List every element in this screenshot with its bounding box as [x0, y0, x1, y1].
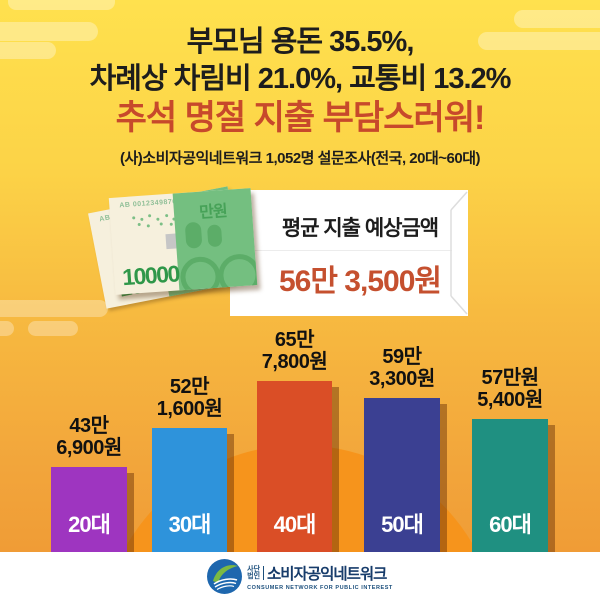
cloud-decoration [0, 42, 56, 59]
organization-logo-text: 사단 법인 소비자공익네트워크 CONSUMER NETWORK FOR PUB… [247, 562, 393, 591]
bar-60s: 60대 [472, 419, 548, 552]
age-label-20s: 20대 [68, 512, 111, 537]
globe-swoosh-logo-icon [207, 558, 243, 594]
age-label-30s: 30대 [168, 512, 212, 537]
value-label-30s: 52만 1,600원 [156, 376, 223, 420]
cloud-decoration [8, 0, 115, 10]
header: 부모님 용돈 35.5%, 차례상 차림비 21.0%, 교통비 13.2% 추… [0, 24, 600, 168]
age-label-50s: 50대 [381, 512, 424, 537]
cloud-decoration [0, 300, 108, 317]
age-label-60s: 60대 [489, 512, 532, 537]
age-label-40s: 40대 [273, 512, 317, 537]
title-line-3: 추석 명절 지출 부담스러워! [115, 99, 486, 137]
title-line-1: 부모님 용돈 35.5%, [186, 26, 415, 58]
org-type-label: 사단 법인 [247, 565, 265, 580]
title-line-2: 차례상 차림비 21.0%, 교통비 13.2% [89, 63, 512, 95]
org-name: 소비자공익네트워크 [267, 565, 387, 583]
org-name-english: CONSUMER NETWORK FOR PUBLIC INTEREST [247, 584, 393, 591]
value-label-20s: 43만 6,900원 [56, 415, 122, 459]
footer-bar: 사단 법인 소비자공익네트워크 CONSUMER NETWORK FOR PUB… [0, 552, 600, 600]
bar-50s: 50대 [364, 398, 440, 552]
value-label-50s: 59만 3,300원 [369, 346, 435, 390]
value-label-60s: 57만원 5,400원 [477, 367, 543, 411]
envelope-flap-icon [450, 191, 468, 315]
bar-20s: 20대 [51, 467, 127, 552]
survey-subtitle: (사)소비자공익네트워크 1,052명 설문조사(전국, 20대~60대) [119, 150, 481, 167]
value-label-40s: 65만 7,800원 [261, 329, 328, 373]
cloud-decoration [0, 321, 14, 336]
average-spend-label: 평균 지출 예상금액 [281, 217, 439, 240]
cloud-decoration [28, 321, 78, 336]
cloud-decoration [0, 22, 98, 41]
cloud-decoration [514, 10, 600, 28]
cloud-decoration [478, 32, 600, 50]
envelope-box: 평균 지출 예상금액 56만 3,500원 [230, 190, 468, 316]
bar-30s: 30대 [152, 428, 227, 552]
bar-40s: 40대 [257, 381, 332, 552]
average-spend-value: 56만 3,500원 [279, 265, 442, 298]
organization-logo: 사단 법인 소비자공익네트워크 CONSUMER NETWORK FOR PUB… [207, 558, 393, 594]
envelope-divider [230, 250, 452, 251]
